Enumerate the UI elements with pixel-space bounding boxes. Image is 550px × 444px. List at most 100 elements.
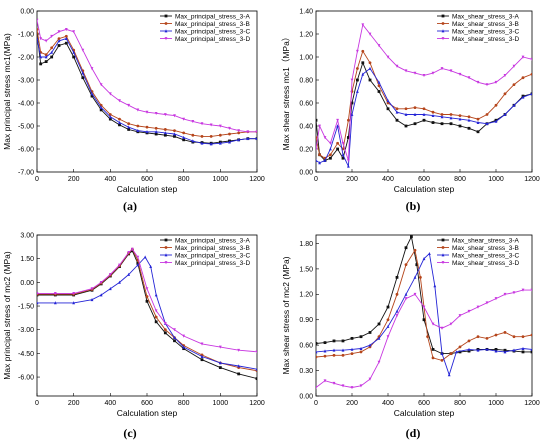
data-point bbox=[395, 110, 399, 114]
data-point bbox=[530, 333, 532, 337]
data-point bbox=[318, 124, 321, 128]
legend-marker-B bbox=[164, 246, 168, 249]
data-point bbox=[99, 105, 103, 109]
data-point bbox=[44, 60, 48, 63]
data-point bbox=[228, 140, 231, 144]
data-point bbox=[413, 292, 417, 297]
legend: Max_principal_stress_3-AMax_principal_st… bbox=[160, 13, 250, 43]
data-point bbox=[404, 246, 408, 250]
series-line-A bbox=[316, 61, 532, 162]
data-point bbox=[530, 57, 532, 61]
data-point bbox=[37, 28, 39, 31]
data-point bbox=[449, 116, 453, 120]
data-point bbox=[503, 292, 507, 297]
data-point bbox=[64, 28, 68, 32]
y-tick-label: 1.50 bbox=[299, 266, 313, 273]
data-point bbox=[81, 48, 85, 52]
data-point bbox=[182, 345, 186, 349]
data-point bbox=[72, 50, 76, 54]
data-point bbox=[72, 301, 76, 305]
data-point bbox=[237, 364, 241, 368]
y-tick-label: 1.00 bbox=[299, 54, 313, 61]
data-point bbox=[359, 384, 363, 388]
data-point bbox=[494, 333, 498, 337]
y-axis-label: Max shear stress mc1（MPa） bbox=[281, 33, 291, 151]
data-point bbox=[422, 305, 426, 309]
data-point bbox=[404, 124, 408, 128]
data-point bbox=[467, 115, 471, 119]
y-tick-label: 1.80 bbox=[299, 241, 313, 248]
data-point bbox=[72, 30, 76, 34]
data-point bbox=[458, 350, 462, 354]
x-axis-label: Calculation step bbox=[117, 184, 178, 194]
data-point bbox=[512, 348, 516, 352]
data-point bbox=[237, 129, 241, 133]
data-point bbox=[368, 78, 372, 82]
x-tick-label: 400 bbox=[382, 176, 394, 183]
y-tick-label: -1.50 bbox=[18, 303, 34, 310]
data-point bbox=[182, 117, 186, 121]
data-point bbox=[485, 336, 489, 340]
data-point bbox=[329, 156, 332, 160]
data-point bbox=[347, 164, 350, 168]
data-point bbox=[246, 130, 250, 134]
data-point bbox=[356, 67, 359, 70]
legend-marker-D bbox=[164, 37, 168, 41]
data-point bbox=[476, 120, 480, 124]
legend: Max_shear_stress_3-AMax_shear_stress_3-B… bbox=[437, 237, 519, 267]
data-point bbox=[191, 120, 195, 124]
data-point bbox=[118, 123, 121, 127]
data-point bbox=[191, 139, 195, 143]
legend-marker-D bbox=[441, 261, 445, 265]
data-point bbox=[329, 147, 332, 151]
x-tick-label: 0 bbox=[35, 400, 39, 407]
data-point bbox=[350, 352, 354, 356]
data-point bbox=[377, 44, 381, 48]
data-point bbox=[341, 153, 345, 157]
x-tick-label: 800 bbox=[454, 400, 466, 407]
x-tick-label: 400 bbox=[104, 176, 116, 183]
x-tick-label: 800 bbox=[178, 400, 190, 407]
panel-label: (b) bbox=[406, 199, 421, 213]
data-point bbox=[386, 55, 390, 59]
data-point bbox=[163, 331, 167, 335]
data-point bbox=[458, 124, 462, 128]
data-point bbox=[127, 103, 131, 107]
y-tick-label: 0.80 bbox=[299, 77, 313, 84]
data-point bbox=[127, 128, 131, 131]
data-point bbox=[237, 348, 241, 352]
x-axis-label: Calculation step bbox=[394, 184, 455, 194]
data-point bbox=[154, 320, 158, 324]
data-point bbox=[127, 250, 131, 255]
data-point bbox=[431, 347, 435, 351]
data-point bbox=[440, 113, 444, 116]
data-point bbox=[237, 372, 241, 376]
y-tick-label: 1.20 bbox=[299, 31, 313, 38]
data-point bbox=[413, 248, 417, 252]
data-point bbox=[57, 30, 61, 34]
data-point bbox=[356, 78, 359, 82]
data-point bbox=[404, 107, 408, 111]
data-point bbox=[145, 287, 149, 291]
y-tick-label: -3.00 bbox=[18, 77, 34, 84]
data-point bbox=[419, 275, 422, 279]
legend-marker-A bbox=[164, 14, 168, 18]
data-point bbox=[332, 339, 336, 343]
data-point bbox=[521, 346, 525, 350]
data-point bbox=[136, 263, 140, 267]
x-tick-label: 1200 bbox=[249, 176, 265, 183]
data-point bbox=[350, 347, 354, 351]
data-point bbox=[347, 136, 350, 139]
data-point bbox=[163, 133, 167, 137]
data-point bbox=[323, 354, 327, 358]
data-point bbox=[336, 118, 339, 122]
data-point bbox=[145, 125, 149, 129]
data-point bbox=[440, 122, 444, 126]
legend-entry: Max_shear_stress_3-A bbox=[452, 237, 519, 244]
data-point bbox=[404, 263, 408, 267]
y-tick-label: -6.00 bbox=[18, 146, 34, 153]
data-point bbox=[386, 318, 390, 322]
data-point bbox=[145, 110, 149, 114]
data-point bbox=[458, 314, 462, 318]
data-point bbox=[404, 69, 408, 73]
